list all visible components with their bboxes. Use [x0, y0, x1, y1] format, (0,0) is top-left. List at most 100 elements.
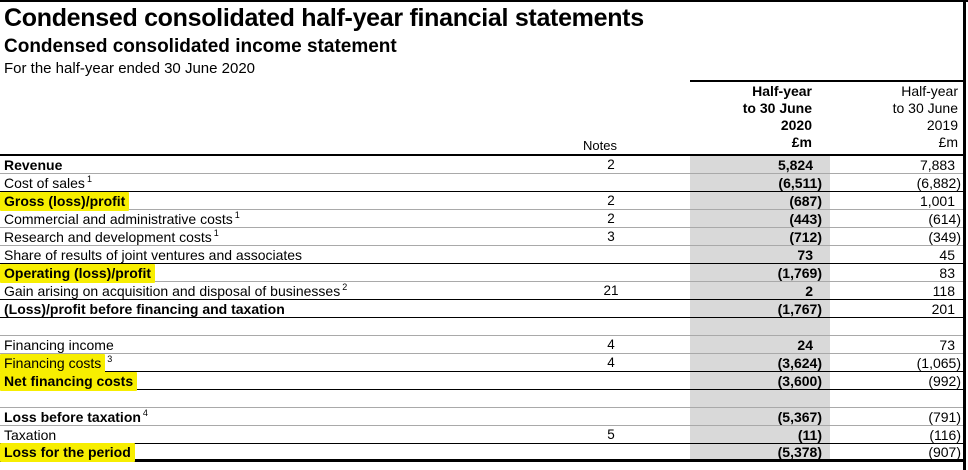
row-label: Net financing costs — [0, 371, 138, 391]
page-right-border — [963, 0, 966, 470]
row-research-development-costs: Research and development costs 1 3 (712) … — [0, 228, 963, 246]
row-label: Cost of sales — [4, 174, 85, 191]
row-value-2020: (5,367) — [777, 408, 822, 425]
row-gain-acquisition-disposal: Gain arising on acquisition and disposal… — [0, 282, 963, 300]
row-share-of-results-jv: Share of results of joint ventures and a… — [0, 246, 963, 264]
row-label: (Loss)/profit before financing and taxat… — [4, 300, 285, 317]
row-value-2020: (5,378) — [777, 443, 822, 460]
row-note: 5 — [607, 427, 615, 442]
footnote-ref: 3 — [107, 353, 113, 364]
row-label-cell: Financing costs 3 — [0, 353, 561, 373]
row-label: Taxation — [4, 426, 57, 443]
row-label-cell: Cost of sales 1 — [0, 173, 561, 191]
row-value-2019: 7,883 — [919, 156, 955, 173]
row-commercial-admin-costs: Commercial and administrative costs 1 2 (… — [0, 210, 963, 228]
row-label-cell: Gross (loss)/profit — [0, 191, 561, 211]
row-value-2020: (712) — [789, 228, 822, 245]
footnote-ref: 1 — [213, 227, 219, 238]
row-taxation: Taxation 5 (11) (116) — [0, 426, 963, 444]
row-gross-loss-profit: Gross (loss)/profit 2 (687) 1,001 — [0, 191, 963, 211]
row-label: Financing costs — [0, 353, 106, 373]
row-value-2020: (687) — [789, 192, 822, 209]
row-label-cell: Operating (loss)/profit — [0, 263, 561, 283]
footnote-ref: 4 — [142, 407, 148, 418]
page-title: Condensed consolidated half-year financi… — [4, 4, 644, 32]
row-value-2019: 118 — [932, 282, 955, 299]
row-value-2020: (3,624) — [777, 354, 822, 371]
row-note: 2 — [607, 193, 615, 208]
page-top-border — [0, 0, 968, 2]
row-value-2020: (3,600) — [777, 372, 822, 389]
row-spacer-1 — [0, 318, 963, 336]
column-header-2020: Half-year to 30 June 2020 £m — [742, 83, 812, 150]
row-label-cell: Taxation — [0, 427, 561, 443]
row-value-2019: 45 — [939, 246, 955, 263]
row-net-financing-costs: Net financing costs (3,600) (992) — [0, 371, 963, 391]
row-label: Share of results of joint ventures and a… — [4, 246, 303, 263]
current-year-column-shade — [690, 156, 830, 462]
row-label: Loss before taxation — [4, 408, 141, 425]
row-value-2019: 83 — [939, 264, 955, 281]
row-note: 2 — [607, 211, 615, 226]
footnote-ref: 1 — [86, 173, 92, 184]
row-value-2019: 201 — [931, 300, 955, 317]
row-value-2020: 5,824 — [777, 156, 813, 173]
row-label: Loss for the period — [0, 442, 135, 462]
row-note: 3 — [607, 229, 615, 244]
row-financing-income: Financing income 4 24 73 — [0, 336, 963, 354]
row-value-2019: (907) — [928, 443, 961, 460]
row-value-2019: (614) — [928, 210, 961, 227]
column-header-overline — [690, 80, 963, 82]
row-value-2019: (992) — [928, 372, 961, 389]
footnote-ref: 2 — [342, 281, 348, 292]
row-value-2020: 24 — [797, 336, 813, 353]
row-label-cell: Financing income — [0, 337, 561, 353]
row-label: Revenue — [4, 156, 63, 173]
row-note: 2 — [607, 157, 615, 172]
row-value-2019: 73 — [939, 336, 955, 353]
row-value-2020: 73 — [797, 246, 813, 263]
row-label: Operating (loss)/profit — [0, 263, 155, 283]
row-cost-of-sales: Cost of sales 1 (6,511) (6,882) — [0, 174, 963, 192]
notes-column-header: Notes — [583, 138, 617, 153]
row-value-2019: (116) — [929, 426, 961, 443]
row-value-2019: (349) — [928, 228, 961, 245]
row-value-2019: (791) — [928, 408, 961, 425]
row-value-2020: (11) — [797, 426, 822, 443]
income-statement-table: Revenue 2 5,824 7,883 Cost of sales 1 (6,… — [0, 156, 963, 462]
period-line: For the half-year ended 30 June 2020 — [4, 60, 256, 77]
row-loss-before-taxation: Loss before taxation 4 (5,367) (791) — [0, 408, 963, 426]
footnote-ref: 1 — [234, 209, 240, 220]
row-value-2019: (1,065) — [916, 354, 961, 371]
row-label-cell: Loss for the period — [0, 442, 561, 462]
row-label: Research and development costs — [4, 228, 212, 245]
row-operating-loss-profit: Operating (loss)/profit (1,769) 83 — [0, 263, 963, 283]
column-header-2019: Half-year to 30 June 2019 £m — [892, 83, 958, 150]
row-label: Gain arising on acquisition and disposal… — [4, 282, 341, 299]
row-revenue: Revenue 2 5,824 7,883 — [0, 156, 963, 174]
row-label: Gross (loss)/profit — [0, 191, 130, 211]
row-note: 4 — [607, 355, 615, 370]
row-value-2020: (1,769) — [777, 264, 822, 281]
row-label-cell: Share of results of joint ventures and a… — [0, 247, 561, 263]
row-label-cell: Commercial and administrative costs 1 — [0, 209, 561, 227]
row-value-2020: (1,767) — [777, 300, 822, 317]
row-value-2019: 1,001 — [919, 192, 955, 209]
row-label-cell: Research and development costs 1 — [0, 227, 561, 245]
row-loss-for-the-period: Loss for the period (5,378) (907) — [0, 442, 963, 462]
row-financing-costs: Financing costs 3 4 (3,624) (1,065) — [0, 353, 963, 373]
row-label: Commercial and administrative costs — [4, 210, 233, 227]
row-label-cell: Revenue — [0, 157, 561, 173]
row-loss-before-financing-taxation: (Loss)/profit before financing and taxat… — [0, 300, 963, 318]
row-value-2019: (6,882) — [916, 174, 961, 191]
row-spacer-2 — [0, 390, 963, 408]
row-label-cell: (Loss)/profit before financing and taxat… — [0, 301, 561, 317]
header-underline — [0, 154, 963, 156]
row-value-2020: 2 — [805, 282, 813, 299]
row-label-cell: Loss before taxation 4 — [0, 407, 561, 425]
row-value-2020: (6,511) — [778, 174, 822, 191]
row-note: 4 — [607, 337, 615, 352]
row-label-cell: Net financing costs — [0, 371, 561, 391]
row-label-cell: Gain arising on acquisition and disposal… — [0, 281, 561, 299]
